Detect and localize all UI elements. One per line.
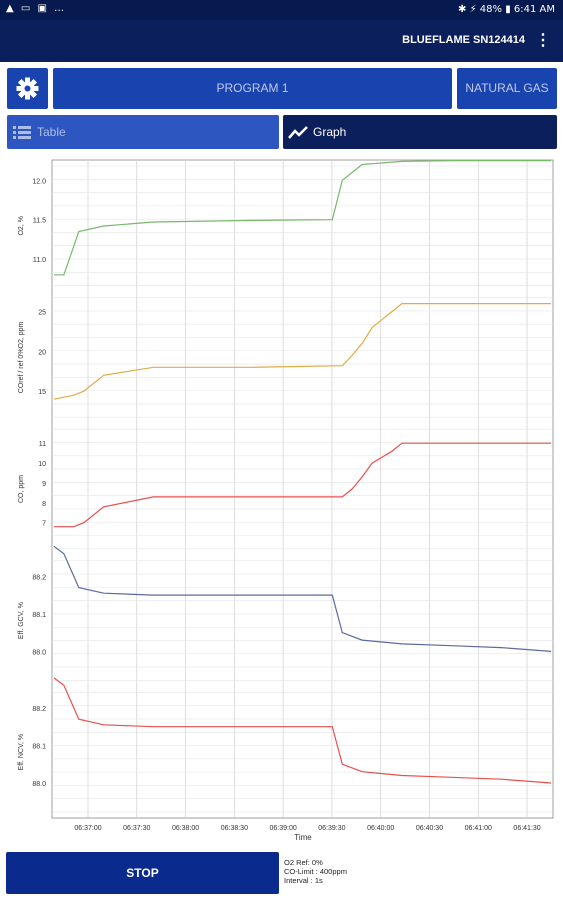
series-line (54, 159, 551, 276)
graph-chart: 06:37:00 06:37:30 06:38:00 06:38:30 06:39:00… (18, 159, 554, 842)
stop-button[interactable]: STOP (6, 852, 279, 894)
x-tick-label: 06:37:30 (123, 825, 150, 832)
y-tick-label: 7 (42, 521, 46, 528)
settings-button[interactable] (7, 68, 48, 109)
more-vert-icon[interactable]: ⋮ (535, 32, 551, 49)
measurement-info: O2 Ref: 0% CO-Limit : 400ppm Interval : … (284, 858, 347, 885)
program-button[interactable]: PROGRAM 1 (53, 68, 452, 109)
y-tick-label: 88.1 (32, 612, 46, 619)
x-axis-label: Time (294, 833, 312, 842)
y-tick-label: 11.0 (33, 257, 46, 264)
x-tick-label: 06:41:30 (513, 825, 540, 832)
y-tick-label: 88.0 (32, 781, 46, 788)
x-tick-label: 06:40:30 (416, 825, 443, 832)
y-tick-label: 88.1 (32, 743, 46, 750)
x-tick-label: 06:39:00 (270, 825, 297, 832)
status-left-icons: ▲ ▭ ▣ … (6, 3, 67, 14)
y-tick-label: 8 (42, 501, 46, 508)
y-tick-label: 88.2 (32, 706, 46, 713)
y-tick-label: 15 (38, 389, 46, 396)
y-tick-label: 11 (39, 441, 46, 448)
y-tick-label: 20 (38, 349, 46, 356)
y-tick-label: 12.0 (32, 178, 46, 185)
list-icon (13, 126, 31, 139)
status-bar: ▲ ▭ ▣ … ✱ ⚡ 48% ▮ 6:41 AM (0, 0, 563, 20)
device-title: BLUEFLAME SN124414 (402, 34, 525, 46)
tab-table[interactable]: Table (7, 115, 279, 149)
x-tick-label: 06:40:00 (367, 825, 394, 832)
y-axis-label: O2, % (18, 216, 25, 235)
x-tick-label: 06:41:00 (465, 825, 492, 832)
status-right-info: ✱ ⚡ 48% ▮ 6:41 AM (458, 4, 555, 15)
gear-icon (16, 77, 39, 100)
y-axis-label: CO, ppm (18, 475, 25, 503)
y-tick-label: 11.5 (33, 218, 46, 225)
tab-graph-label: Graph (313, 125, 347, 139)
y-axis-label: Eff. NCV, % (18, 734, 25, 771)
x-tick-label: 06:39:30 (318, 825, 345, 832)
series-line (53, 303, 551, 400)
y-axis-label: Eff. GCV, % (18, 602, 25, 639)
fuel-button[interactable]: NATURAL GAS (457, 68, 557, 109)
x-tick-label: 06:38:00 (172, 825, 199, 832)
y-tick-label: 10 (38, 461, 46, 468)
info-co-limit: CO-Limit : 400ppm (284, 867, 347, 876)
series-line (53, 545, 552, 652)
y-tick-label: 88.2 (32, 574, 46, 581)
series-line (53, 677, 552, 784)
plot-area (51, 159, 554, 819)
series-line (54, 442, 551, 528)
x-tick-label: 06:38:30 (221, 825, 248, 832)
app-bar: BLUEFLAME SN124414 ⋮ (0, 20, 563, 62)
tab-table-label: Table (37, 125, 66, 139)
y-tick-label: 88.0 (32, 649, 46, 656)
info-interval: Interval : 1s (284, 876, 323, 885)
x-tick-label: 06:37:00 (74, 825, 101, 832)
y-axis-label: COref / ref 0%O2, ppm (18, 321, 25, 393)
tab-graph[interactable]: Graph (283, 115, 557, 149)
y-tick-label: 9 (42, 481, 46, 488)
info-o2-ref: O2 Ref: 0% (284, 858, 323, 867)
trend-chart-icon (288, 126, 308, 139)
y-tick-label: 25 (38, 310, 46, 317)
